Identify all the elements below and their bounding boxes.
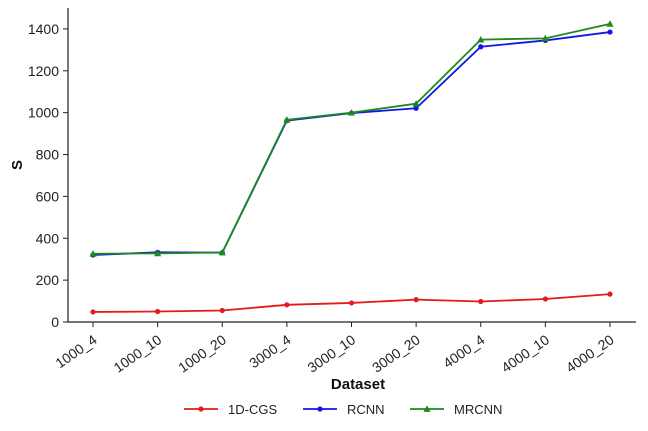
y-tick-label: 1400 — [28, 21, 59, 37]
data-point-1d-cgs — [219, 307, 225, 314]
y-tick-label: 0 — [51, 314, 59, 330]
data-point-mrcnn — [477, 36, 485, 43]
data-point-1d-cgs — [413, 297, 419, 303]
data-point-1d-cgs — [155, 308, 161, 315]
data-point-1d-cgs — [90, 309, 96, 315]
series-line-mrcnn — [92, 23, 611, 255]
data-point-mrcnn — [283, 116, 291, 123]
x-ticks: 1000_4 1000_10 1000_20 3000_4 3000_10 3000_20… — [52, 322, 617, 376]
y-tick-label: 600 — [36, 188, 60, 204]
series-line-rcnn — [92, 31, 611, 256]
legend-item-mrcnn: MRCNN — [410, 402, 502, 417]
x-tick-label: 4000_10 — [498, 331, 552, 375]
data-point-mrcnn — [347, 109, 356, 116]
legend-label-mrcnn: MRCNN — [454, 402, 502, 417]
axes — [67, 8, 636, 323]
y-tick-label: 1200 — [28, 63, 59, 79]
x-tick-label: 1000_4 — [52, 331, 100, 371]
y-tick-label: 800 — [36, 147, 60, 163]
x-tick-label: 3000_10 — [304, 331, 358, 375]
x-tick-label: 1000_10 — [111, 331, 165, 375]
data-point-mrcnn — [412, 100, 420, 107]
y-axis-title: S — [9, 160, 26, 170]
data-point-mrcnn — [541, 34, 549, 42]
legend-marker-rcnn — [317, 406, 323, 412]
y-tick-label: 1000 — [28, 105, 59, 121]
x-tick-label: 1000_20 — [175, 331, 229, 375]
x-tick-label: 4000_20 — [563, 331, 617, 375]
series-layer — [89, 20, 614, 315]
data-point-1d-cgs — [348, 300, 355, 306]
legend-marker-1d-cgs — [198, 406, 204, 412]
legend-item-rcnn: RCNN — [303, 402, 385, 417]
series-rcnn — [90, 29, 613, 258]
data-point-rcnn — [413, 105, 419, 111]
x-tick-label: 3000_4 — [246, 331, 294, 371]
legend-item-1d-cgs: 1D-CGS — [184, 402, 277, 417]
series-1d-cgs — [90, 291, 613, 315]
legend-label-1d-cgs: 1D-CGS — [228, 402, 277, 417]
x-tick-label: 3000_20 — [369, 331, 423, 375]
data-point-1d-cgs — [478, 298, 484, 305]
data-point-1d-cgs — [542, 296, 548, 302]
y-ticks: 0 200 400 600 800 1000 1200 1400 — [28, 21, 68, 330]
series-mrcnn — [89, 20, 614, 257]
legend: 1D-CGS RCNN MRCNN — [184, 402, 502, 417]
data-point-mrcnn — [606, 20, 614, 27]
data-point-rcnn — [607, 29, 613, 35]
data-point-mrcnn — [154, 249, 162, 257]
x-tick-label: 4000_4 — [440, 331, 488, 371]
x-axis-title: Dataset — [331, 376, 385, 393]
legend-marker-mrcnn — [423, 405, 431, 412]
data-point-1d-cgs — [607, 291, 613, 297]
data-point-rcnn — [478, 44, 484, 50]
data-point-mrcnn — [218, 248, 226, 256]
data-point-mrcnn — [89, 250, 97, 257]
y-tick-label: 200 — [36, 272, 60, 288]
legend-label-rcnn: RCNN — [347, 402, 385, 417]
data-point-1d-cgs — [284, 302, 290, 308]
y-tick-label: 400 — [36, 230, 60, 246]
